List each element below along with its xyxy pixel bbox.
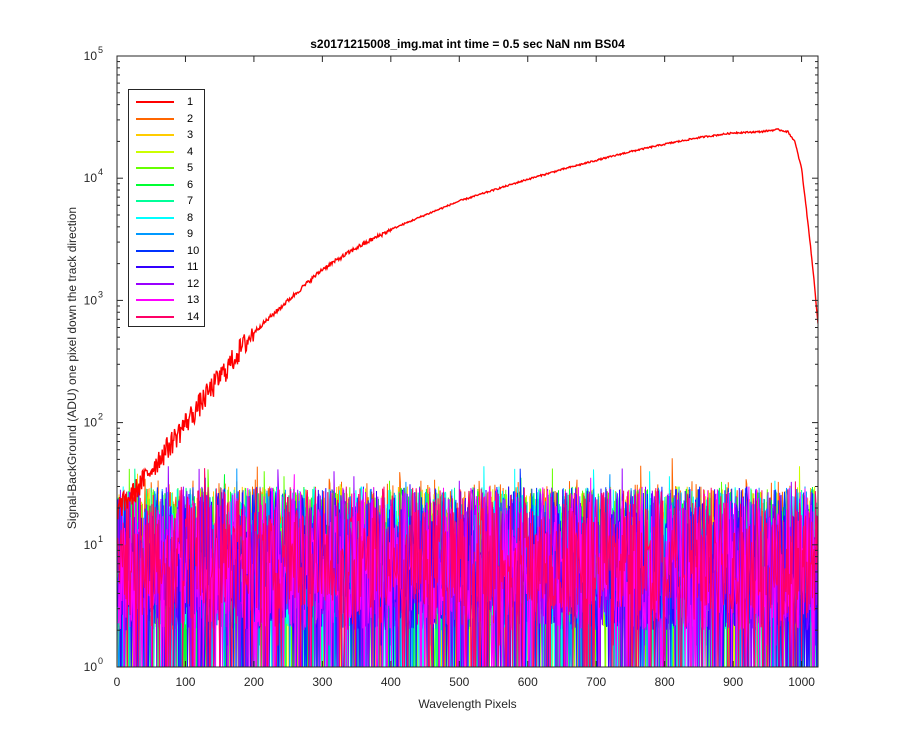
legend-label: 11 <box>187 261 199 273</box>
legend-swatch <box>136 249 174 252</box>
y-tick-exponent: 2 <box>98 412 103 422</box>
y-tick-exponent: 1 <box>98 534 103 544</box>
legend-item: 13 <box>129 292 204 308</box>
y-tick-exponent: 4 <box>98 167 103 177</box>
x-tick-label: 700 <box>586 675 606 689</box>
legend-item: 1 <box>129 94 204 110</box>
y-tick-label: 10 <box>84 171 98 185</box>
x-tick-label: 200 <box>244 675 264 689</box>
x-tick-label: 400 <box>381 675 401 689</box>
legend-swatch <box>136 167 174 169</box>
legend-label: 5 <box>187 162 194 174</box>
legend-label: 8 <box>187 211 194 224</box>
y-tick-exponent: 0 <box>98 656 103 666</box>
y-tick-label: 10 <box>84 416 98 430</box>
legend-item: 14 <box>129 309 204 325</box>
legend-label: 1 <box>187 96 194 108</box>
legend-item: 11 <box>129 259 204 275</box>
y-tick-label: 10 <box>84 660 98 674</box>
legend-label: 7 <box>187 195 194 207</box>
legend-swatch <box>136 200 174 202</box>
legend-swatch <box>136 216 174 219</box>
series-line-1 <box>117 128 818 520</box>
y-tick-label: 10 <box>84 49 98 63</box>
legend-swatch <box>136 134 174 136</box>
x-axis-label: Wavelength Pixels <box>418 697 517 711</box>
x-tick-label: 600 <box>518 675 538 689</box>
legend-item: 12 <box>129 276 204 292</box>
legend-swatch <box>136 282 174 285</box>
y-tick-exponent: 5 <box>98 45 103 55</box>
y-tick-label: 10 <box>84 538 98 552</box>
legend-label: 3 <box>187 129 194 141</box>
legend-swatch <box>136 266 174 268</box>
legend-label: 10 <box>187 244 200 257</box>
legend-item: 4 <box>129 144 204 160</box>
legend: 1 2 3 4 5 6 7 8 9 10 11 12 13 14 <box>128 89 205 327</box>
legend-label: 12 <box>187 277 200 290</box>
legend-label: 13 <box>187 294 200 306</box>
legend-item: 3 <box>129 127 204 143</box>
series-group <box>117 128 818 667</box>
legend-swatch <box>136 117 174 120</box>
series-line-14 <box>117 468 818 667</box>
legend-swatch <box>136 183 174 186</box>
y-axis-label: Signal-BackGround (ADU) one pixel down t… <box>65 206 79 530</box>
legend-item: 8 <box>129 210 204 226</box>
legend-item: 5 <box>129 160 204 176</box>
chart-title: s20171215008_img.mat int time = 0.5 sec … <box>310 37 625 51</box>
x-tick-label: 800 <box>655 675 675 689</box>
x-tick-label: 300 <box>312 675 332 689</box>
legend-item: 9 <box>129 226 204 242</box>
legend-label: 9 <box>187 228 194 240</box>
legend-label: 2 <box>187 112 194 125</box>
x-tick-label: 100 <box>175 675 195 689</box>
y-tick-label: 10 <box>84 293 98 307</box>
legend-swatch <box>136 299 174 301</box>
legend-item: 7 <box>129 193 204 209</box>
axes-box <box>116 55 819 668</box>
legend-swatch <box>136 101 174 103</box>
legend-label: 4 <box>187 145 194 158</box>
legend-item: 6 <box>129 177 204 193</box>
legend-label: 14 <box>187 310 200 323</box>
legend-label: 6 <box>187 178 194 191</box>
legend-swatch <box>136 233 174 235</box>
legend-item: 2 <box>129 111 204 127</box>
x-tick-label: 900 <box>723 675 743 689</box>
y-tick-exponent: 3 <box>98 289 103 299</box>
x-tick-label: 1000 <box>788 675 815 689</box>
x-tick-label: 0 <box>114 675 121 689</box>
legend-swatch <box>136 150 174 153</box>
legend-swatch <box>136 315 174 318</box>
x-tick-label: 500 <box>449 675 469 689</box>
legend-item: 10 <box>129 243 204 259</box>
